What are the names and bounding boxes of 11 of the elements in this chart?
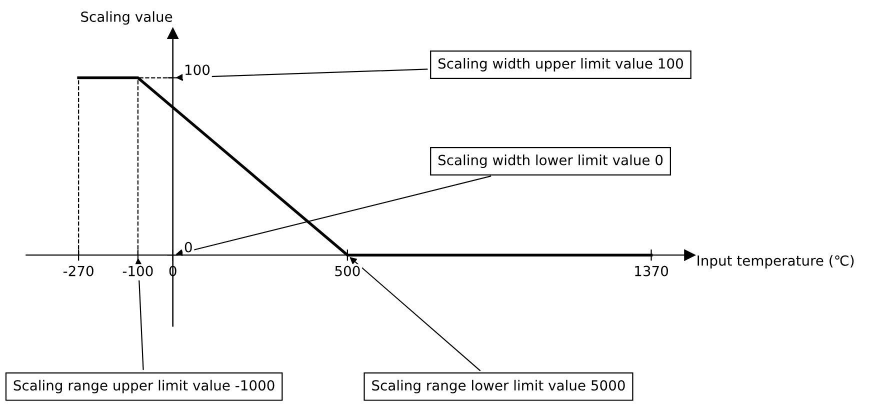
annotation: Scaling width lower limit value 0 [438, 154, 663, 168]
x-tick-label: -100 [122, 266, 153, 276]
x-tick-label: 500 [335, 266, 360, 276]
annotation: Scaling width upper limit value 100 [438, 58, 683, 72]
y-tick-label: 100 [185, 64, 210, 76]
x-axis-title: Input temperature (℃) [698, 255, 854, 269]
annotation: Scaling range lower limit value 5000 [372, 380, 625, 394]
annotation: Scaling range upper limit value -1000 [14, 380, 274, 394]
x-tick-label: -270 [63, 266, 94, 276]
y-axis-title: Scaling value [81, 11, 172, 25]
x-tick-label: 1370 [635, 266, 668, 276]
